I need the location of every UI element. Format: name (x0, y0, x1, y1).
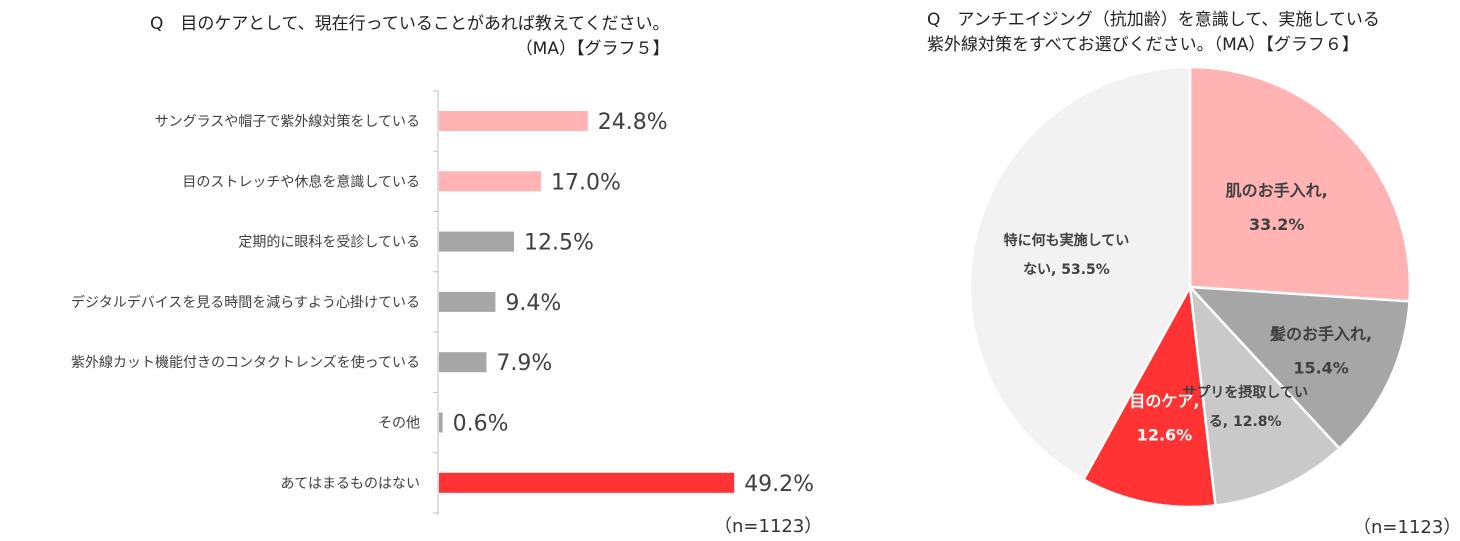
category-label: 紫外線カット機能付きのコンタクトレンズを使っている (71, 354, 420, 371)
pie-chart-question-line-2: 紫外線対策をすべてお選びください。（MA）【グラフ６】 (927, 35, 1359, 55)
pie-slice-label: 肌のお手入れ, 33.2% (1226, 181, 1328, 234)
category-label: その他 (378, 416, 420, 432)
pie-slice-label-line: 15.4% (1293, 358, 1349, 377)
pie-chart-sample-size: （n=1123） (1353, 517, 1460, 538)
data-label: 49.2% (744, 472, 814, 497)
bar-chart-question-line-2: （MA）【グラフ５】 (515, 39, 670, 59)
bar (439, 171, 541, 192)
bar-chart: サングラスや帽子で紫外線対策をしている 24.8% 目のストレッチや休息を意識してい… (71, 90, 814, 515)
pie-slice (1188, 65, 1412, 303)
bar (439, 412, 443, 433)
pie-slice (968, 65, 1192, 482)
pie-chart-panel: Q アンチエイジング（抗加齢）を意識して、実施している 紫外線対策をすべてお選び… (880, 0, 1460, 541)
data-label: 9.4% (505, 291, 561, 316)
pie-slice-label-line: ない, 53.5% (1023, 262, 1110, 278)
pie-slice (1186, 285, 1411, 451)
pie-slice-label-line: サプリを摂取してい (1182, 384, 1308, 401)
bar (439, 472, 735, 493)
bar (439, 352, 487, 373)
pie-slice-label-line: 12.6% (1137, 426, 1193, 445)
data-label: 17.0% (551, 170, 621, 195)
category-label: デジタルデバイスを見る時間を減らすよう心掛けている (71, 294, 420, 311)
pie-chart: 肌のお手入れ, 33.2% 髪のお手入れ, 15.4% サプリを摂取している, 12.8… (968, 65, 1412, 509)
pie-slice-label-line: 髪のお手入れ, (1269, 324, 1372, 343)
data-label: 12.5% (524, 231, 594, 256)
bar (439, 231, 514, 252)
bar-chart-question-line-1: Q 目のケアとして、現在行っていることがあれば教えてください。 (150, 14, 670, 34)
pie-slice-label: サプリを摂取している, 12.8% (1182, 384, 1308, 430)
bar-chart-question: Q 目のケアとして、現在行っていることがあれば教えてください。 （MA）【グラフ… (150, 12, 669, 62)
bar (439, 291, 496, 312)
pie-slice-label-line: る, 12.8% (1209, 414, 1282, 430)
category-label: 目のストレッチや休息を意識している (182, 173, 420, 190)
bar-chart-sample-size: （n=1123） (714, 516, 823, 537)
category-label: 定期的に眼科を受診している (238, 235, 420, 251)
pie-slice-label-line: 目のケア, (1129, 392, 1199, 411)
category-label: サングラスや帽子で紫外線対策をしている (155, 113, 420, 130)
bar-chart-panel: Q 目のケアとして、現在行っていることがあれば教えてください。 （MA）【グラフ… (71, 12, 823, 537)
category-label: あてはまるものはない (281, 476, 420, 492)
data-label: 0.6% (453, 412, 509, 437)
data-label: 24.8% (598, 110, 668, 135)
pie-slice (1188, 283, 1342, 507)
pie-slice-label: 髪のお手入れ, 15.4% (1269, 324, 1372, 377)
pie-slice (1081, 282, 1217, 509)
pie-slice-label-line: 特に何も実施してい (1004, 232, 1130, 249)
pie-slice-label-line: 33.2% (1249, 215, 1305, 234)
bar (439, 111, 588, 131)
pie-chart-question-line-1: Q アンチエイジング（抗加齢）を意識して、実施している (927, 10, 1380, 30)
pie-slice-label: 特に何も実施していない, 53.5% (1004, 232, 1130, 278)
pie-chart-question: Q アンチエイジング（抗加齢）を意識して、実施している 紫外線対策をすべてお選び… (927, 8, 1380, 58)
pie-slice-label-line: 肌のお手入れ, (1226, 181, 1328, 200)
data-label: 7.9% (496, 351, 552, 376)
pie-slice-label: 目のケア, 12.6% (1129, 392, 1199, 445)
